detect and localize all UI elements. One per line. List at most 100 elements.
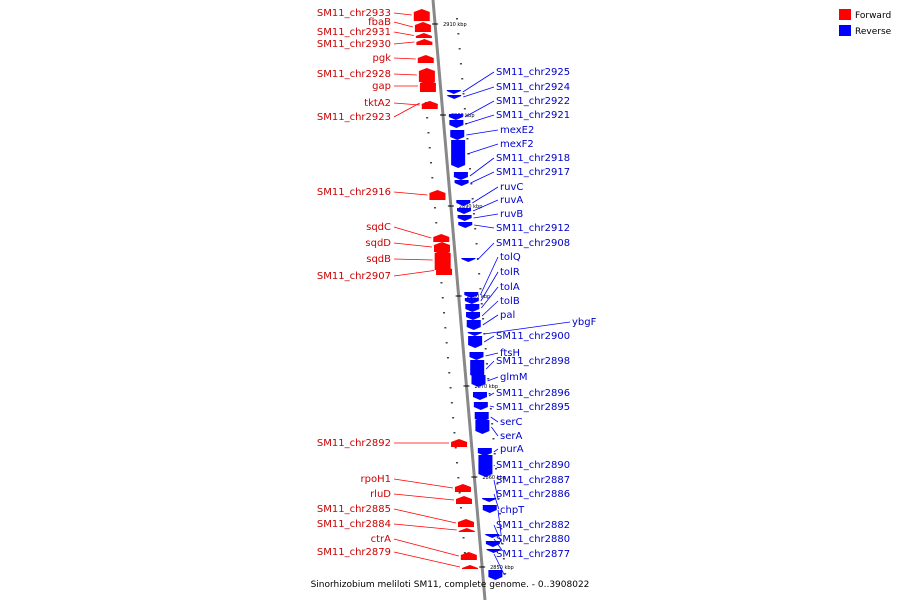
- reverse-gene-label[interactable]: tolB: [500, 296, 520, 307]
- forward-gene-label[interactable]: SM11_chr2928: [317, 69, 391, 80]
- forward-gene-label[interactable]: ctrA: [371, 534, 392, 545]
- reverse-gene-leader: [493, 448, 499, 453]
- reverse-gene-label[interactable]: ftsH: [500, 348, 520, 359]
- genome-axis: [431, 0, 487, 600]
- tick-label: 2890 kbp: [459, 204, 483, 210]
- reverse-gene-label[interactable]: SM11_chr2890: [496, 460, 570, 471]
- feature-dot: [474, 228, 477, 230]
- forward-gene-sqdD: [433, 242, 450, 252]
- reverse-gene-SM11_chr2896: [472, 392, 487, 400]
- forward-genes: SM11_chr2933fbaBSM11_chr2931SM11_chr2930…: [317, 8, 478, 569]
- reverse-gene-leader: [493, 479, 499, 501]
- forward-gene-label[interactable]: SM11_chr2885: [317, 504, 391, 515]
- feature-dot: [458, 492, 461, 494]
- reverse-gene-label[interactable]: SM11_chr2882: [496, 520, 570, 531]
- reverse-gene-label[interactable]: SM11_chr2908: [496, 238, 570, 249]
- reverse-gene-label[interactable]: SM11_chr2896: [496, 388, 570, 399]
- reverse-gene-leader: [481, 286, 499, 309]
- reverse-gene-label[interactable]: SM11_chr2887: [496, 475, 570, 486]
- forward-gene-leader: [393, 57, 416, 60]
- forward-gene-SM11_chr2931: [415, 33, 432, 38]
- forward-gene-label[interactable]: fbaB: [368, 17, 391, 28]
- reverse-gene-label[interactable]: SM11_chr2917: [496, 167, 570, 178]
- forward-gene-label[interactable]: tktA2: [364, 98, 391, 109]
- reverse-gene-label[interactable]: SM11_chr2900: [496, 331, 570, 342]
- reverse-gene-label[interactable]: tolR: [500, 267, 520, 278]
- reverse-gene-label[interactable]: SM11_chr2921: [496, 110, 570, 121]
- forward-gene-label[interactable]: SM11_chr2916: [317, 187, 391, 198]
- forward-gene-label[interactable]: SM11_chr2930: [317, 39, 391, 50]
- reverse-gene-label[interactable]: SM11_chr2898: [496, 356, 570, 367]
- forward-gene-label[interactable]: pgk: [373, 53, 392, 64]
- forward-gene-label[interactable]: SM11_chr2933: [317, 8, 391, 19]
- forward-gene-label[interactable]: SM11_chr2923: [317, 112, 391, 123]
- forward-gene-label[interactable]: sqdD: [365, 238, 391, 249]
- forward-gene-label[interactable]: rpoH1: [361, 474, 391, 485]
- reverse-gene-SM11_chr2917: [454, 180, 469, 186]
- reverse-gene-label[interactable]: SM11_chr2924: [496, 82, 570, 93]
- forward-gene-label[interactable]: sqdB: [366, 254, 391, 265]
- reverse-gene-label[interactable]: glmM: [500, 372, 528, 383]
- legend-forward-label: Forward: [855, 11, 891, 21]
- reverse-gene-SM11_chr2908: [461, 258, 476, 262]
- reverse-gene-leader: [472, 186, 499, 204]
- forward-gene-label[interactable]: SM11_chr2884: [317, 519, 391, 530]
- reverse-gene-label[interactable]: serA: [500, 431, 522, 442]
- reverse-gene-label[interactable]: tolQ: [500, 252, 521, 263]
- reverse-gene-SM11_chr2886: [482, 505, 497, 513]
- forward-gene-rpoH1: [454, 484, 471, 492]
- tick-label: 2860 kbp: [482, 475, 506, 481]
- feature-dot: [501, 543, 504, 545]
- reverse-gene-label[interactable]: SM11_chr2886: [496, 489, 570, 500]
- reverse-gene-label[interactable]: ybgF: [572, 317, 597, 328]
- reverse-gene-label[interactable]: SM11_chr2925: [496, 67, 570, 78]
- reverse-gene-leader: [491, 426, 499, 437]
- reverse-gene-leader: [480, 271, 499, 302]
- reverse-gene-label[interactable]: tolA: [500, 282, 520, 293]
- forward-gene-label[interactable]: SM11_chr2907: [317, 271, 391, 282]
- feature-dot: [428, 147, 431, 149]
- reverse-gene-label[interactable]: mexF2: [500, 139, 534, 150]
- reverse-gene-label[interactable]: SM11_chr2877: [496, 549, 570, 560]
- reverse-gene-label[interactable]: SM11_chr2880: [496, 534, 570, 545]
- reverse-gene-label[interactable]: ruvA: [500, 195, 523, 206]
- reverse-gene-label[interactable]: serC: [500, 417, 522, 428]
- forward-gene-leader: [393, 478, 454, 489]
- reverse-gene-leader: [466, 129, 499, 136]
- forward-gene-leader: [393, 102, 420, 106]
- forward-gene-label[interactable]: rluD: [370, 489, 391, 500]
- forward-gene-label[interactable]: SM11_chr2879: [317, 547, 391, 558]
- forward-gene-label[interactable]: SM11_chr2931: [317, 27, 391, 38]
- reverse-gene-leader: [488, 392, 495, 397]
- reverse-gene-leader: [472, 199, 499, 212]
- feature-dot: [435, 222, 438, 224]
- reverse-gene-label[interactable]: mexE2: [500, 125, 534, 136]
- reverse-gene-leader: [481, 300, 499, 317]
- reverse-gene-label[interactable]: chpT: [500, 505, 525, 516]
- reverse-gene-tolQ: [464, 292, 479, 298]
- feature-dot: [484, 348, 487, 350]
- reverse-gene-label[interactable]: SM11_chr2922: [496, 96, 570, 107]
- forward-gene-label[interactable]: gap: [372, 81, 391, 92]
- forward-gene-leader: [393, 12, 412, 16]
- forward-gene-pgk: [417, 55, 434, 63]
- reverse-gene-SM11_chr2887: [482, 498, 497, 502]
- feature-dot: [426, 117, 429, 119]
- feature-dot: [452, 417, 455, 419]
- reverse-gene-label[interactable]: SM11_chr2912: [496, 223, 570, 234]
- reverse-gene-purA: [477, 448, 492, 456]
- reverse-gene-label[interactable]: purA: [500, 444, 524, 455]
- reverse-gene-label[interactable]: ruvB: [500, 209, 523, 220]
- reverse-gene-label[interactable]: SM11_chr2918: [496, 153, 570, 164]
- forward-gene-SM11_chr2916: [429, 190, 446, 200]
- forward-gene-SM11_chr2930: [416, 39, 433, 45]
- reverse-gene-label[interactable]: ruvC: [500, 182, 523, 193]
- forward-gene-label[interactable]: sqdC: [366, 222, 391, 233]
- feature-dot: [441, 297, 444, 299]
- forward-gene-label[interactable]: SM11_chr2892: [317, 438, 391, 449]
- reverse-gene-label[interactable]: pal: [500, 310, 515, 321]
- forward-gene-leader: [393, 102, 420, 118]
- reverse-gene-label[interactable]: SM11_chr2895: [496, 402, 570, 413]
- feature-dot: [459, 63, 462, 65]
- feature-dot: [448, 372, 451, 374]
